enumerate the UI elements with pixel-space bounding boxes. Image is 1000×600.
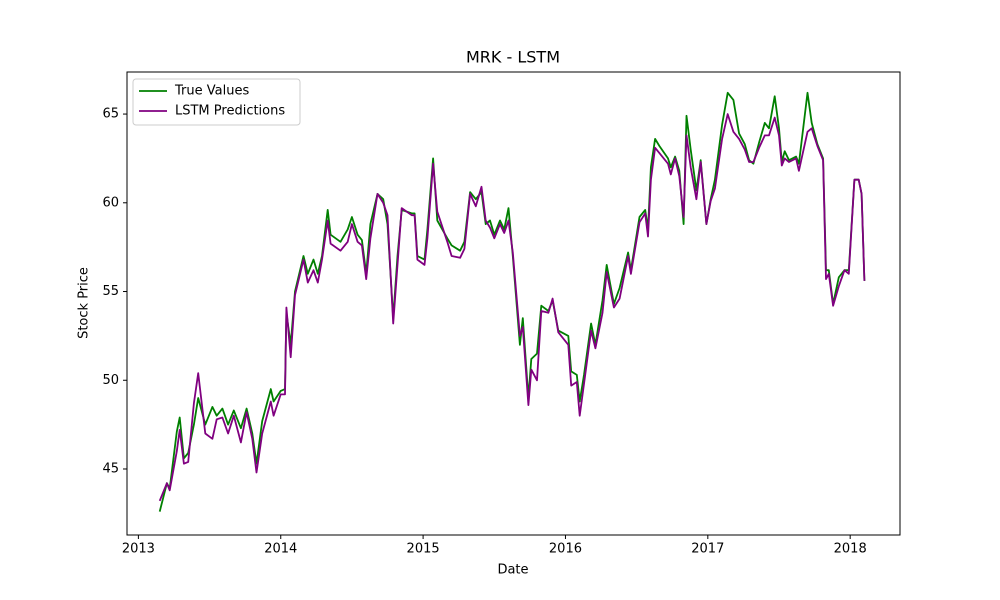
line-series [158, 113, 866, 502]
y-tick-label: 55 [102, 284, 119, 299]
line-series [158, 91, 866, 512]
plot-frame [126, 71, 901, 536]
x-tick-label: 2016 [549, 542, 582, 557]
legend-box [132, 78, 301, 126]
legend-label: LSTM Predictions [175, 104, 285, 119]
x-tick-label: 2018 [834, 542, 867, 557]
x-tick-label: 2015 [407, 542, 440, 557]
y-tick-label: 60 [102, 195, 119, 210]
y-tick-label: 45 [102, 461, 119, 476]
chart-title: MRK - LSTM [466, 48, 560, 67]
y-axis-label: Stock Price [77, 267, 92, 339]
x-tick-label: 2014 [264, 542, 297, 557]
x-axis-label: Date [497, 563, 528, 578]
y-tick-label: 50 [102, 373, 119, 388]
x-tick-label: 2017 [691, 542, 724, 557]
legend-label: True Values [174, 84, 249, 99]
y-tick-label: 65 [102, 107, 119, 122]
x-tick-label: 2013 [122, 542, 155, 557]
